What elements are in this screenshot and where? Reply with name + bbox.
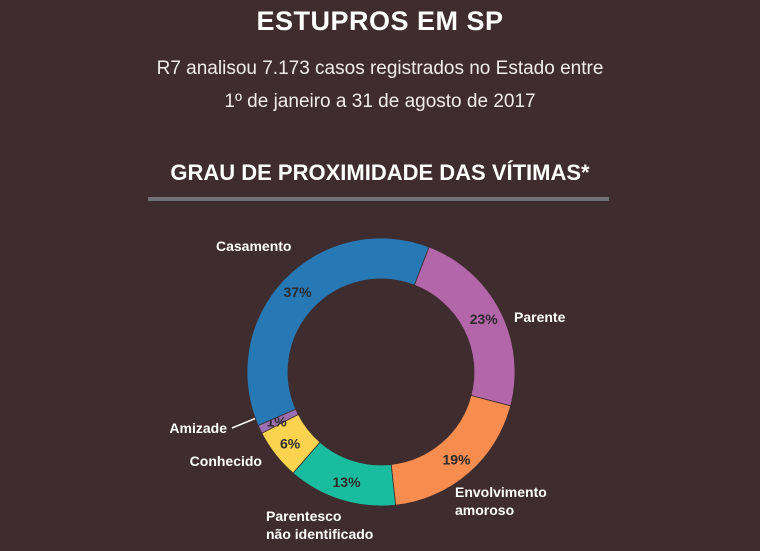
category-label-amizade: Amizade — [169, 420, 227, 436]
category-label-envolvimento-amoroso: Envolvimento amoroso — [455, 484, 547, 518]
pct-label-parentesco-nao-identificado: 13% — [333, 474, 362, 490]
page-subtitle: R7 analisou 7.173 casos registrados no E… — [0, 52, 760, 118]
pct-label-parente: 23% — [470, 311, 499, 327]
category-label-parente: Parente — [514, 309, 566, 325]
subtitle-line-2: 1º de janeiro a 31 de agosto de 2017 — [224, 91, 536, 112]
page-title: ESTUPROS EM SP — [256, 6, 504, 36]
category-label-conhecido: Conhecido — [190, 453, 262, 469]
category-label-parentesco-nao-identificado: Parentesco não identificado — [266, 508, 373, 542]
slice-casamento — [246, 237, 430, 427]
title-divider — [148, 197, 609, 201]
category-label-casamento: Casamento — [216, 238, 291, 254]
pct-label-casamento: 37% — [284, 284, 313, 300]
chart-title: GRAU DE PROXIMIDADE DAS VÍTIMAS* — [170, 160, 590, 185]
pct-label-envolvimento-amoroso: 19% — [442, 451, 471, 467]
slice-parente — [413, 246, 516, 407]
pct-label-conhecido: 6% — [280, 435, 301, 451]
subtitle-line-1: R7 analisou 7.173 casos registrados no E… — [156, 58, 604, 79]
